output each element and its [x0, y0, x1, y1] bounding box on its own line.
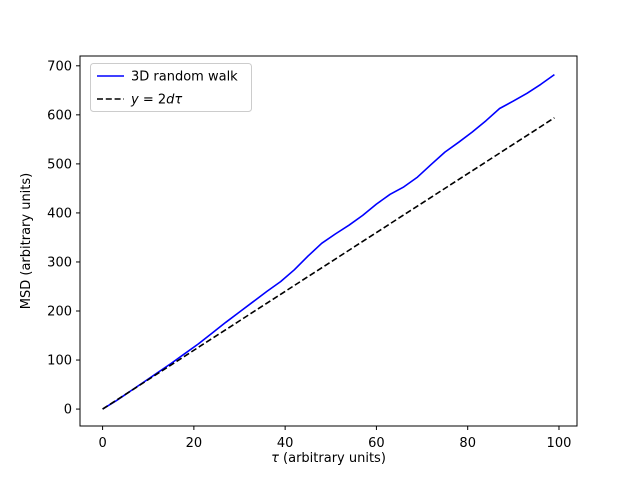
series-line-theory: [102, 117, 555, 410]
y-tick-label: 0: [64, 403, 72, 418]
x-tick-label: 20: [186, 436, 203, 451]
x-tick-label: 100: [547, 436, 572, 451]
x-tick-label: 40: [277, 436, 294, 451]
x-axis-label: τ (arbitrary units): [271, 451, 386, 466]
y-tick-label: 700: [47, 59, 72, 74]
y-tick-label: 200: [47, 305, 72, 320]
y-axis-label: MSD (arbitrary units): [19, 173, 34, 309]
y-tick-label: 500: [47, 157, 72, 172]
plot-frame: [79, 55, 578, 427]
series-layer: [102, 73, 555, 410]
y-tick-label: 600: [47, 108, 72, 123]
legend: 3D random walk y = 2dτ: [90, 63, 252, 112]
y-tick-label: 400: [47, 206, 72, 221]
legend-frame: [90, 63, 252, 112]
series-line-3d-random-walk: [102, 73, 555, 410]
legend-label: 3D random walk: [131, 70, 238, 85]
axes-layer: 0 20 40 60 80 100 0 100 200 300 400 500 600 700 τ (arb…: [19, 55, 578, 466]
legend-label: y = 2dτ: [130, 93, 182, 108]
y-tick-label: 100: [47, 354, 72, 369]
x-tick-label: 0: [98, 436, 106, 451]
x-tick-label: 60: [368, 436, 385, 451]
x-tick-label: 80: [459, 436, 476, 451]
y-tick-label: 300: [47, 255, 72, 270]
